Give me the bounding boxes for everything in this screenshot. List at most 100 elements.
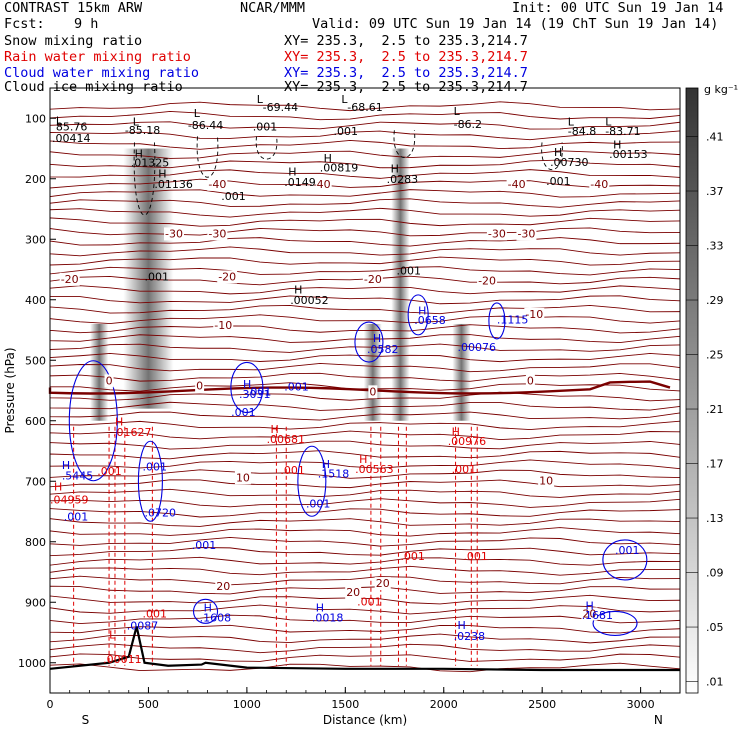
field-extremum-label: H bbox=[373, 332, 381, 345]
field-extremum-label: .001 bbox=[452, 463, 477, 476]
isotherm-label: -10 bbox=[525, 308, 543, 321]
isotherm-label-bg bbox=[207, 227, 228, 241]
y-tick-label: 400 bbox=[25, 294, 46, 307]
cloud-water-contour bbox=[230, 361, 264, 414]
isotherm-line bbox=[49, 633, 681, 644]
x-tick-label: 1500 bbox=[331, 698, 359, 711]
colorbar-unit: g kg⁻¹ bbox=[704, 83, 738, 96]
isotherm-line bbox=[49, 140, 681, 150]
field-extremum-label: .1681 bbox=[582, 609, 614, 622]
colorbar: g kg⁻¹ .41 .37 .33 .29 .25 .21 .17 .13 .09 .05 .01 bbox=[685, 83, 738, 694]
isotherm-line bbox=[49, 295, 681, 305]
isotherm-line bbox=[49, 169, 681, 179]
isotherm-label-bg bbox=[368, 385, 378, 399]
isotherm-line bbox=[49, 207, 681, 218]
colorbar-fill bbox=[685, 87, 699, 694]
isotherm-label: 20 bbox=[346, 586, 360, 599]
field-extremum-label: H bbox=[62, 459, 70, 472]
isotherm-line bbox=[49, 518, 681, 527]
colorbar-tick-label: .13 bbox=[706, 512, 724, 525]
isotherm-label-bg bbox=[516, 227, 537, 241]
isotherm-label: 0 bbox=[106, 374, 113, 387]
isotherm-line bbox=[49, 130, 681, 141]
isotherm-line bbox=[49, 401, 681, 411]
isotherm-line bbox=[49, 662, 681, 673]
isotherm-line bbox=[49, 353, 681, 363]
isotherm-label-bg bbox=[213, 318, 234, 332]
field-extremum-label: .3031 bbox=[239, 388, 271, 401]
isotherm-line bbox=[49, 150, 681, 159]
field-extremum-label: .0582 bbox=[367, 343, 399, 356]
field-extremum-label: L bbox=[133, 116, 140, 129]
south-end-label: S bbox=[82, 713, 90, 727]
isotherm-label-bg bbox=[195, 379, 205, 393]
field-extremum-label: .001 bbox=[357, 595, 382, 608]
field-extremum-label: .00052 bbox=[290, 294, 329, 307]
field-extremum-label: .00563 bbox=[355, 463, 394, 476]
field-extremum-label: L bbox=[341, 93, 348, 106]
y-tick-label: 1000 bbox=[18, 657, 46, 670]
isotherm-label: 0 bbox=[369, 385, 376, 398]
field-extremum-label: .001 bbox=[615, 544, 640, 557]
field-extremum-label: .0658 bbox=[414, 314, 446, 327]
valid-label: Valid: 09 UTC Sun 19 Jan 14 (19 ChT Sun … bbox=[312, 16, 719, 32]
isotherm-label-bg bbox=[311, 177, 332, 191]
isotherm-line bbox=[49, 565, 681, 576]
field-extremum-label: .04959 bbox=[50, 494, 89, 507]
y-tick-label: 800 bbox=[25, 536, 46, 549]
isotherm-label-bg bbox=[477, 274, 498, 288]
cloud-water-contour bbox=[137, 440, 163, 522]
isotherm-label: -30 bbox=[488, 227, 506, 240]
isotherm-line bbox=[49, 334, 681, 343]
cloud-water-contour bbox=[192, 598, 219, 624]
field-extremum-label: H bbox=[288, 166, 296, 179]
field-extremum-label: .01136 bbox=[154, 178, 193, 191]
isotherm-line bbox=[49, 450, 681, 460]
isotherm-label: -40 bbox=[313, 178, 331, 191]
isotherm-label-bg bbox=[164, 227, 185, 241]
isotherm-label-bg bbox=[525, 374, 535, 388]
isotherm-line bbox=[49, 527, 681, 537]
y-tick-label: 600 bbox=[25, 415, 46, 428]
cloud-ice-contour bbox=[393, 130, 416, 158]
field-extremum-label: .001 bbox=[231, 406, 256, 419]
isotherm-line bbox=[49, 614, 681, 625]
isotherm-label: 10 bbox=[236, 471, 250, 484]
isotherm-line bbox=[49, 508, 681, 518]
field-extremum-label: .001 bbox=[143, 607, 168, 620]
field-extremum-label: L bbox=[109, 629, 116, 642]
isotherm-line bbox=[49, 430, 681, 441]
field-extremum-label: .001 bbox=[463, 550, 488, 563]
isotherm-label-bg bbox=[234, 471, 251, 485]
field-extremum-label: H bbox=[316, 601, 324, 614]
field-extremum-label: .001 bbox=[192, 539, 217, 552]
init-label: Init: 00 UTC Sun 19 Jan 14 bbox=[512, 0, 724, 16]
north-end-label: N bbox=[654, 713, 663, 727]
colorbar-tick-label: .01 bbox=[706, 676, 724, 689]
field-extremum-label: .001 bbox=[280, 464, 305, 477]
isotherm-line bbox=[49, 624, 681, 634]
colorbar-tick-label: .37 bbox=[706, 185, 724, 198]
field-extremum-label: .5445 bbox=[62, 469, 94, 482]
isotherm-line bbox=[49, 198, 681, 208]
field-extremum-label: H bbox=[243, 378, 251, 391]
field-extremum-label: 85.76 bbox=[56, 120, 88, 133]
field-extremum-label: .0283 bbox=[387, 173, 419, 186]
field-extremum-label: .001 bbox=[145, 270, 170, 283]
isotherm-label-bg bbox=[506, 177, 527, 191]
colorbar-tick-label: .21 bbox=[706, 403, 724, 416]
field-extremum-label: .0720 bbox=[145, 506, 177, 519]
isotherm-line bbox=[49, 217, 681, 227]
isotherm-label: -40 bbox=[590, 178, 608, 191]
field-extremum-label: .00730 bbox=[550, 156, 589, 169]
field-extremum-label: -86.44 bbox=[188, 119, 223, 132]
field-extremum-label: .00153 bbox=[609, 148, 648, 161]
field-extremum-label: .00076 bbox=[458, 341, 497, 354]
isotherm-line bbox=[49, 440, 681, 450]
field-name-cloudice: Cloud ice mixing ratio bbox=[4, 79, 183, 95]
isotherm-line bbox=[49, 275, 681, 286]
isotherm-line bbox=[49, 479, 681, 489]
field-extremum-label: H bbox=[458, 619, 466, 632]
isotherm-line bbox=[49, 556, 681, 566]
terrain-line bbox=[49, 626, 680, 672]
